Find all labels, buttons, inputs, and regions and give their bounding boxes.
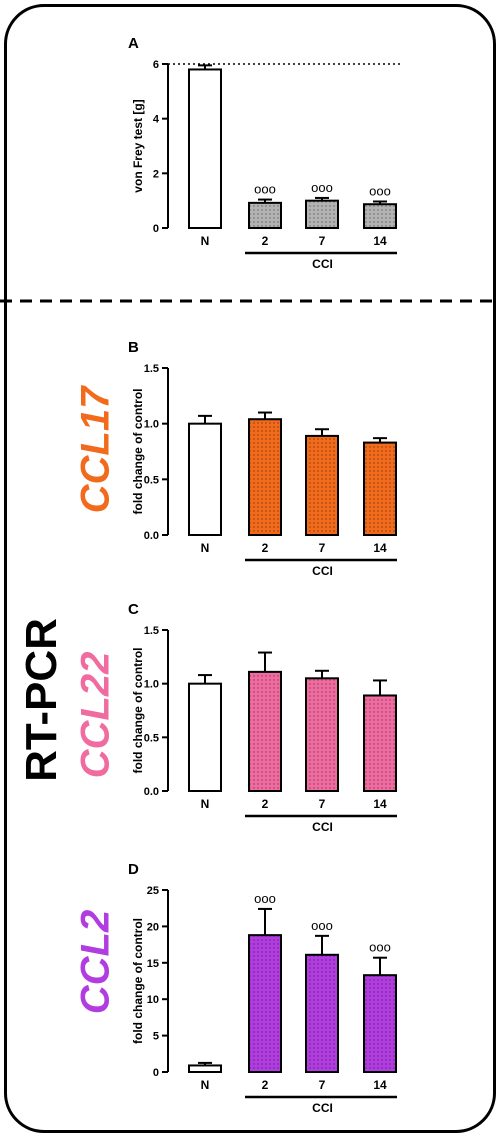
x-tick-label: 14 (373, 1078, 387, 1092)
x-tick-label: 2 (262, 1078, 269, 1092)
chart-svg: B 0.0 0.5 1.0 1.5 fold change of control N 2 7 14… (128, 339, 397, 578)
bar-7 (305, 199, 339, 230)
significance-marker: ooo (369, 940, 391, 955)
y-tick-label: 0 (153, 223, 159, 235)
y-tick-label: 0.5 (144, 474, 159, 486)
y-axis-label: fold change of control (131, 918, 145, 1044)
y-tick-label: 1.5 (144, 625, 159, 637)
significance-marker: ooo (369, 183, 391, 198)
group-label: CCI (312, 564, 333, 578)
x-tick-label: N (201, 797, 210, 811)
x-tick-label: 2 (262, 797, 269, 811)
panel-c-ccl22: C 0.0 0.5 1.0 1.5 fold change of control N 2 7 14… (0, 590, 500, 850)
y-tick-label: 0.0 (144, 786, 159, 798)
gene-label: CCL22 (73, 651, 118, 779)
panel-letter: B (128, 339, 139, 356)
x-tick-label: 14 (373, 541, 387, 555)
figure-frame (4, 4, 496, 1133)
gene-label: CCL2 (73, 909, 118, 1015)
bar-7 (305, 953, 339, 1073)
y-tick-label: 10 (147, 994, 159, 1006)
bar-N (188, 68, 222, 230)
x-tick-label: 2 (262, 234, 269, 248)
x-tick-label: 7 (319, 541, 326, 555)
bar-14 (363, 694, 397, 792)
bar-7 (305, 434, 339, 536)
chart-svg: C 0.0 0.5 1.0 1.5 fold change of control N 2 7 14… (128, 601, 397, 834)
y-tick-label: 1.0 (144, 419, 159, 431)
bar-2 (248, 418, 282, 536)
significance-marker: ooo (254, 891, 276, 906)
bar-2 (248, 934, 282, 1073)
bar-2 (248, 670, 282, 792)
x-tick-label: 7 (319, 1078, 326, 1092)
x-tick-label: 7 (319, 234, 326, 248)
y-tick-label: 4 (153, 114, 160, 126)
significance-marker: ooo (254, 182, 276, 197)
y-tick-label: 5 (153, 1031, 159, 1043)
panel-b-ccl17: B 0.0 0.5 1.0 1.5 fold change of control N 2 7 14… (0, 325, 500, 585)
bar-14 (363, 974, 397, 1073)
group-label: CCI (312, 1101, 333, 1115)
panel-letter: C (128, 601, 139, 618)
y-axis-label: von Frey test [g] (131, 99, 145, 192)
x-tick-label: N (201, 541, 210, 555)
group-label: CCI (312, 257, 333, 271)
panel-letter: D (128, 861, 139, 878)
y-tick-label: 20 (147, 921, 159, 933)
bar-N (188, 422, 222, 536)
group-label: CCI (312, 820, 333, 834)
significance-marker: ooo (311, 180, 333, 195)
section-divider (0, 299, 500, 303)
y-tick-label: 0 (153, 1067, 159, 1079)
x-tick-label: N (201, 1078, 210, 1092)
bar-N (188, 682, 222, 792)
x-tick-label: 14 (373, 797, 387, 811)
bar-2 (248, 201, 282, 229)
y-axis-label: fold change of control (131, 389, 145, 515)
bar-7 (305, 677, 339, 792)
y-axis-label: fold change of control (131, 648, 145, 774)
x-tick-label: 14 (373, 234, 387, 248)
significance-marker: ooo (311, 918, 333, 933)
y-tick-label: 0.5 (144, 732, 159, 744)
y-tick-label: 6 (153, 59, 159, 71)
x-tick-label: N (201, 234, 210, 248)
y-tick-label: 15 (147, 958, 159, 970)
bar-N (188, 1064, 222, 1073)
bar-14 (363, 203, 397, 230)
gene-label: CCL17 (73, 386, 118, 514)
y-tick-label: 1.0 (144, 679, 159, 691)
y-tick-label: 1.5 (144, 363, 159, 375)
y-tick-label: 0.0 (144, 530, 159, 542)
bar-14 (363, 441, 397, 536)
panel-letter: A (128, 35, 139, 52)
y-tick-label: 25 (147, 885, 159, 897)
y-tick-label: 2 (153, 168, 159, 180)
x-tick-label: 2 (262, 541, 269, 555)
x-tick-label: 7 (319, 797, 326, 811)
